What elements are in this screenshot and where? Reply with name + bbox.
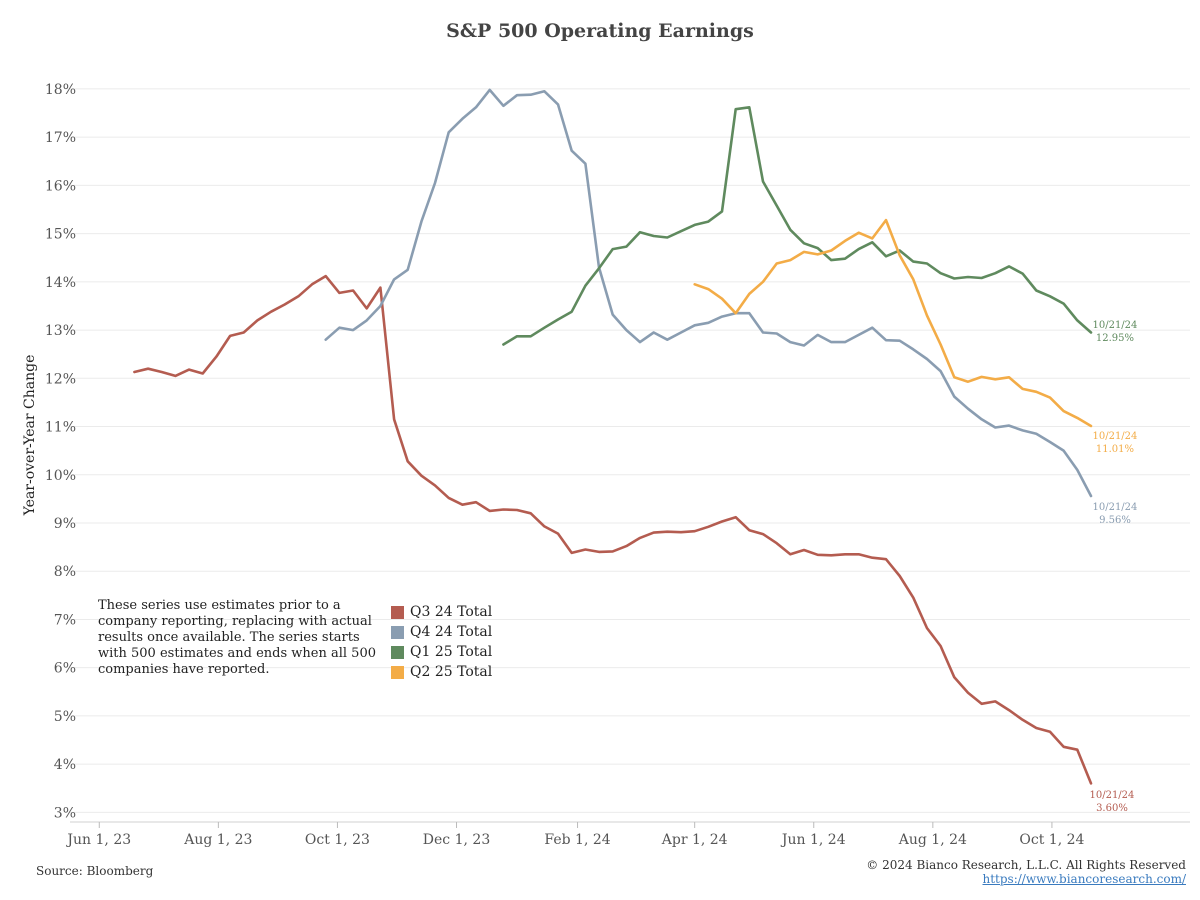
methodology-note: These series use estimates prior to a co…: [98, 598, 376, 677]
y-tick-label: 18%: [45, 82, 76, 98]
y-tick-label: 8%: [54, 564, 76, 580]
y-tick-label: 12%: [45, 371, 76, 387]
y-tick-label: 11%: [45, 420, 76, 436]
copyright-text: © 2024 Bianco Research, L.L.C. All Right…: [866, 858, 1186, 872]
x-tick-label: Aug 1, 24: [898, 832, 967, 848]
x-tick-label: Apr 1, 24: [661, 832, 728, 848]
end-label-value-q4-24-total: 9.56%: [1099, 515, 1131, 526]
series-line-q1-25-total: [502, 106, 1093, 346]
legend: Q3 24 Total Q4 24 Total Q1 25 Total Q2 2…: [391, 602, 492, 682]
y-tick-label: 5%: [54, 709, 76, 725]
chart-title: S&P 500 Operating Earnings: [446, 20, 754, 42]
legend-swatch-q2-25: [391, 665, 404, 679]
y-tick-label: 13%: [45, 323, 76, 339]
grid: [70, 88, 1190, 823]
y-tick-label: 4%: [54, 757, 76, 773]
legend-label-q3-24: Q3 24 Total: [410, 604, 493, 620]
legend-label-q4-24: Q4 24 Total: [410, 624, 493, 640]
series-line-q2-25-total: [693, 218, 1093, 428]
x-tick-label: Jun 1, 24: [780, 832, 846, 848]
x-tick-label: Oct 1, 24: [1019, 832, 1084, 848]
series-line-q3-24-total: [133, 274, 1093, 785]
legend-label-q2-25: Q2 25 Total: [410, 664, 493, 680]
end-label-date-q3-24-total: 10/21/24: [1089, 790, 1134, 801]
y-axis-label: Year-over-Year Change: [22, 355, 38, 517]
source-note: Source: Bloomberg: [36, 864, 154, 878]
end-label-value-q3-24-total: 3.60%: [1096, 803, 1128, 814]
legend-item-q4-24: Q4 24 Total: [391, 622, 492, 642]
end-labels: 10/21/24 3.60% 10/21/24 9.56% 10/21/24 12.95%…: [1089, 320, 1137, 814]
legend-label-q1-25: Q1 25 Total: [410, 644, 493, 660]
x-tick-label: Oct 1, 23: [305, 832, 370, 848]
x-tick-label: Aug 1, 23: [183, 832, 252, 848]
legend-swatch-q4-24: [391, 625, 404, 639]
y-tick-label: 15%: [45, 227, 76, 243]
legend-item-q2-25: Q2 25 Total: [391, 662, 492, 682]
y-tick-label: 14%: [45, 275, 76, 291]
y-tick-label: 17%: [45, 130, 76, 146]
end-label-value-q1-25-total: 12.95%: [1096, 333, 1134, 344]
y-tick-label: 7%: [54, 612, 76, 628]
x-tick-label: Jun 1, 23: [65, 832, 131, 848]
end-label-date-q2-25-total: 10/21/24: [1092, 431, 1137, 442]
legend-swatch-q1-25: [391, 645, 404, 659]
y-axis-ticks: 3% 4% 5% 6% 7% 8% 9% 10% 11% 12% 13% 14% 15% 16% 17% 18…: [45, 82, 76, 821]
y-tick-label: 9%: [54, 516, 76, 532]
series-line-q4-24-total: [324, 88, 1093, 498]
end-label-value-q2-25-total: 11.01%: [1096, 444, 1134, 455]
legend-item-q1-25: Q1 25 Total: [391, 642, 492, 662]
y-tick-label: 3%: [54, 805, 76, 821]
copyright-block: © 2024 Bianco Research, L.L.C. All Right…: [866, 858, 1186, 886]
y-tick-label: 16%: [45, 178, 76, 194]
x-tick-label: Dec 1, 23: [423, 832, 490, 848]
x-axis-ticks: Jun 1, 23 Aug 1, 23 Oct 1, 23 Dec 1, 23 Feb …: [65, 822, 1085, 848]
series-group: [133, 88, 1093, 785]
y-tick-label: 6%: [54, 661, 76, 677]
y-tick-label: 10%: [45, 468, 76, 484]
end-label-date-q4-24-total: 10/21/24: [1092, 502, 1137, 513]
x-tick-label: Feb 1, 24: [544, 832, 610, 848]
end-label-date-q1-25-total: 10/21/24: [1092, 320, 1137, 331]
legend-item-q3-24: Q3 24 Total: [391, 602, 492, 622]
legend-swatch-q3-24: [391, 605, 404, 619]
website-link[interactable]: https://www.biancoresearch.com/: [982, 872, 1186, 886]
